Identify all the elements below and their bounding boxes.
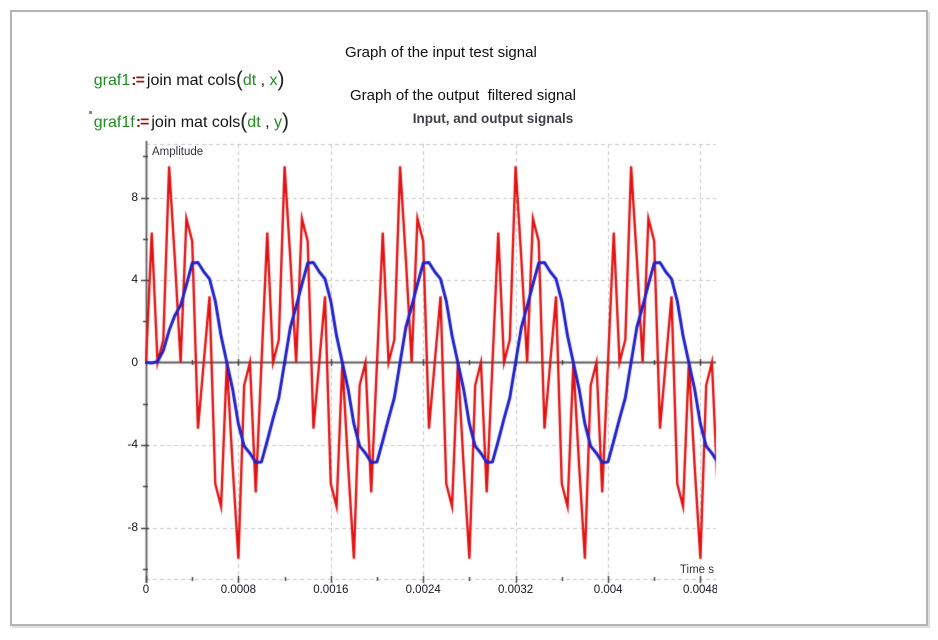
argument-dt: dt: [242, 72, 257, 89]
y-tick-label: 8: [131, 189, 138, 204]
argument-separator: ,: [256, 72, 270, 89]
open-paren: (: [235, 68, 243, 91]
comment-filtered-signal[interactable]: Graph of the output filtered signal: [350, 87, 576, 104]
signal-chart[interactable]: Input, and output signals Amplitude Time…: [0, 0, 717, 640]
close-paren: ): [277, 68, 285, 91]
x-tick-label: 0: [142, 584, 150, 596]
function-name: join mat cols: [146, 72, 236, 89]
assign-operator: :=: [135, 114, 150, 131]
cursor-dot: [89, 111, 92, 114]
x-tick-label: 0.0048: [683, 584, 717, 596]
argument-y: y: [273, 114, 282, 131]
argument-separator: ,: [260, 114, 274, 131]
y-tick-label: -4: [127, 437, 138, 451]
open-paren: (: [240, 110, 248, 133]
variable-name: graf1f: [93, 114, 135, 131]
close-paren: ): [281, 110, 289, 133]
argument-dt: dt: [247, 114, 261, 131]
formula-graf1[interactable]: graf1:= join mat cols(dt , x): [76, 46, 285, 114]
x-tick-label: 0.0016: [313, 584, 349, 596]
chart-title: Input, and output signals: [412, 111, 574, 126]
y-tick-label: 0: [131, 354, 138, 369]
x-tick-label: 0.0008: [220, 584, 256, 596]
x-tick-label: 0.0032: [498, 584, 534, 596]
assign-operator: :=: [131, 72, 145, 89]
x-axis-label: Time s: [679, 564, 714, 576]
y-tick-label: -8: [127, 519, 138, 534]
x-tick-label: 0.004: [593, 584, 623, 596]
function-name: join mat cols: [151, 114, 241, 131]
x-tick-label: 0.0024: [405, 584, 441, 596]
y-tick-label: 4: [131, 272, 138, 286]
variable-name: graf1: [93, 72, 131, 89]
formula-graf1f[interactable]: graf1f:= join mat cols(dt , y): [76, 88, 289, 156]
argument-x: x: [269, 72, 278, 89]
chart-plot-area[interactable]: [0, 0, 717, 640]
y-axis-label: Amplitude: [152, 146, 204, 158]
comment-input-signal[interactable]: Graph of the input test signal: [345, 44, 537, 61]
